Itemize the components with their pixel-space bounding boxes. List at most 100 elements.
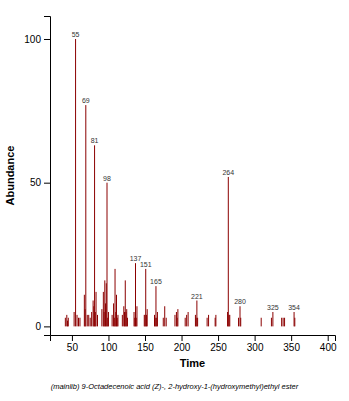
y-tick-mark xyxy=(44,39,50,40)
bar xyxy=(75,39,76,326)
x-tick: 150 xyxy=(137,335,154,353)
bar xyxy=(65,318,66,327)
bar xyxy=(261,318,262,327)
bar xyxy=(107,183,108,327)
bar xyxy=(157,312,158,326)
bar xyxy=(238,318,239,327)
bar xyxy=(188,312,189,326)
y-tick-label: 0 xyxy=(35,321,41,332)
bar xyxy=(144,315,145,326)
bar xyxy=(177,309,178,326)
bar xyxy=(154,315,155,326)
bar xyxy=(126,309,127,326)
bar xyxy=(228,177,229,326)
bar xyxy=(93,301,94,327)
y-tick: 100 xyxy=(24,34,50,45)
peak-label: 165 xyxy=(150,278,162,285)
x-tick-mark xyxy=(218,335,219,341)
bar xyxy=(127,318,128,327)
bar xyxy=(77,315,78,326)
bar xyxy=(123,306,124,326)
bar xyxy=(94,145,95,326)
bar xyxy=(147,309,148,326)
bar xyxy=(294,312,295,326)
bar xyxy=(85,105,86,326)
bar xyxy=(88,315,89,326)
bar xyxy=(90,318,91,327)
bar xyxy=(284,318,285,327)
bar xyxy=(74,312,75,326)
peak-label: 55 xyxy=(72,31,80,38)
x-tick-label: 50 xyxy=(67,342,79,353)
x-tick: 200 xyxy=(174,335,191,353)
bar xyxy=(229,315,230,326)
bar xyxy=(207,318,208,327)
x-tick: 250 xyxy=(210,335,227,353)
x-tick-label: 300 xyxy=(247,342,264,353)
x-tick-label: 100 xyxy=(101,342,118,353)
bar xyxy=(208,315,209,326)
x-tick-mark xyxy=(182,335,183,341)
x-axis-title: Time xyxy=(180,357,205,369)
bar xyxy=(164,306,165,326)
x-tick: 400 xyxy=(320,335,337,353)
title: (mainlib) 9-Octadecenoic acid (Z)-, 2-hy… xyxy=(51,382,299,391)
bar xyxy=(104,280,105,326)
peak-label: 264 xyxy=(222,169,234,176)
x-tick: 350 xyxy=(283,335,300,353)
bar xyxy=(78,318,79,327)
bar xyxy=(283,318,284,327)
bar xyxy=(117,315,118,326)
bar xyxy=(240,306,241,326)
bar xyxy=(96,292,97,326)
x-axis: 50 100 150 200 250 300 350 400 xyxy=(51,335,337,353)
bar xyxy=(176,312,177,326)
plot: 5010015020025030035040005010055698198137… xyxy=(24,17,337,354)
peak-labels: 55698198137151165221264280325354 xyxy=(72,31,300,311)
x-tick-label: 150 xyxy=(137,342,154,353)
bar xyxy=(281,318,282,327)
bar xyxy=(185,318,186,327)
bar xyxy=(136,306,137,326)
x-tick-mark xyxy=(72,335,73,341)
bar xyxy=(195,315,196,326)
x-tick-label: 250 xyxy=(210,342,227,353)
bar xyxy=(112,315,113,326)
x-tick-mark xyxy=(108,335,109,341)
y-tick-label: 100 xyxy=(24,34,41,45)
peak-label: 354 xyxy=(288,304,300,311)
bar xyxy=(197,318,198,327)
bar xyxy=(134,312,135,326)
bar xyxy=(113,303,114,326)
bar xyxy=(240,318,241,327)
bar xyxy=(272,312,273,326)
x-tick-mark xyxy=(328,335,329,341)
peak-label: 325 xyxy=(267,304,279,311)
peak-label: 151 xyxy=(140,261,152,268)
y-tick-mark xyxy=(44,183,50,184)
bar xyxy=(163,318,164,327)
x-tick-mark xyxy=(255,335,256,341)
bar xyxy=(79,318,80,327)
bar xyxy=(84,295,85,327)
bar xyxy=(166,318,167,327)
y-axis: 0 50 100 xyxy=(24,17,50,336)
x-tick-label: 350 xyxy=(283,342,300,353)
bar xyxy=(97,315,98,326)
bar xyxy=(294,318,295,327)
bar xyxy=(103,292,104,326)
peak-label: 98 xyxy=(103,175,111,182)
bar xyxy=(135,263,136,326)
y-tick-label: 50 xyxy=(30,177,42,188)
x-axis-line xyxy=(51,336,336,342)
y-axis-line xyxy=(44,17,51,336)
bar xyxy=(155,286,156,326)
bar xyxy=(115,269,116,326)
bar xyxy=(215,315,216,326)
x-tick: 50 xyxy=(67,335,79,353)
bar xyxy=(125,280,126,326)
chart: 5010015020025030035040005010055698198137… xyxy=(0,0,349,401)
peak-label: 81 xyxy=(91,137,99,144)
x-tick: 100 xyxy=(101,335,118,353)
bar xyxy=(68,318,69,327)
